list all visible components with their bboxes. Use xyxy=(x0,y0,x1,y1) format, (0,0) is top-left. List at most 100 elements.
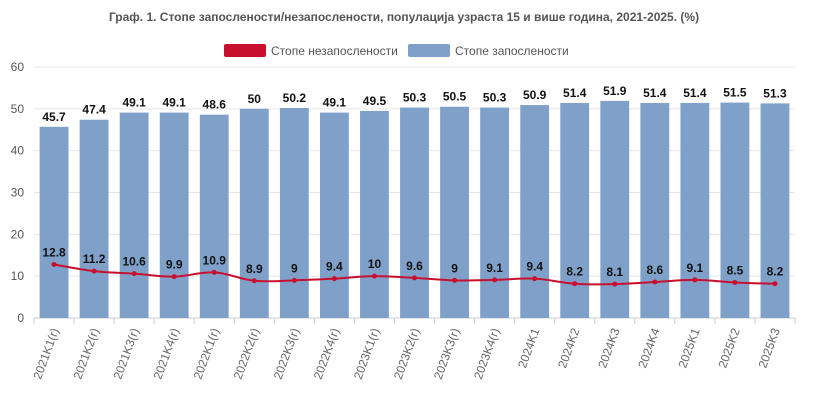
employment-bar[interactable] xyxy=(239,108,269,318)
unemployment-point-label: 10 xyxy=(368,257,382,271)
employment-bar[interactable] xyxy=(400,107,429,318)
employment-bar-label: 49.1 xyxy=(163,96,187,110)
unemployment-point[interactable] xyxy=(772,281,778,287)
employment-bar-label: 50.3 xyxy=(483,91,507,105)
y-tick-label: 60 xyxy=(11,60,25,74)
y-tick-label: 40 xyxy=(11,144,25,158)
employment-bar[interactable] xyxy=(79,119,109,319)
unemployment-point-label: 9 xyxy=(451,261,458,275)
employment-bar[interactable] xyxy=(520,105,550,319)
unemployment-point[interactable] xyxy=(211,269,217,275)
y-tick-label: 30 xyxy=(11,186,25,200)
legend-swatch-employment[interactable] xyxy=(408,44,450,57)
unemployment-point-label: 9.1 xyxy=(687,261,704,275)
y-axis: 0 10 20 30 40 50 60 xyxy=(11,60,25,325)
unemployment-point-label: 10.9 xyxy=(203,253,227,267)
legend: Стопе незапослености Стопе запослености xyxy=(224,44,569,58)
x-tick-label: 2021K3(r) xyxy=(111,326,142,381)
y-tick-label: 20 xyxy=(11,227,25,241)
unemployment-point-label: 10.6 xyxy=(122,255,146,269)
employment-bar[interactable] xyxy=(360,110,389,318)
x-tick-label: 2025K2 xyxy=(715,326,742,370)
x-tick-label: 2022K2(r) xyxy=(231,326,262,381)
x-tick-label: 2023K2(r) xyxy=(391,326,422,381)
unemployment-point[interactable] xyxy=(492,277,498,283)
employment-bar-label: 51.9 xyxy=(603,84,627,98)
unemployment-point[interactable] xyxy=(612,281,618,287)
unemployment-point[interactable] xyxy=(572,281,578,287)
legend-label-employment[interactable]: Стопе запослености xyxy=(455,44,569,58)
x-axis: 2021K1(r) 2021K2(r) 2021K3(r) 2021K4(r) 2022… xyxy=(30,326,782,381)
y-tick-label: 50 xyxy=(11,102,25,116)
employment-bar[interactable] xyxy=(319,112,349,319)
unemployment-point-label: 11.2 xyxy=(83,252,106,266)
employment-bar-labels: 45.7 47.4 49.1 49.1 48.6 50 50.2 49.1 49.5 50.3 50… xyxy=(42,84,787,124)
unemployment-point[interactable] xyxy=(171,274,177,280)
employment-bar-label: 51.5 xyxy=(723,86,747,100)
employment-bar-label: 47.4 xyxy=(82,103,106,117)
employment-bar[interactable] xyxy=(119,112,149,319)
x-tick-label: 2024K1 xyxy=(515,326,542,370)
x-tick-label: 2021K2(r) xyxy=(70,326,101,381)
chart-title: Граф. 1. Стопе запослености/незапосленос… xyxy=(109,10,699,24)
employment-bars xyxy=(39,100,790,319)
x-tick-label: 2025K1 xyxy=(675,326,702,370)
employment-bar-label: 50.5 xyxy=(443,90,467,104)
legend-label-unemployment[interactable]: Стопе незапослености xyxy=(271,44,398,58)
unemployment-point[interactable] xyxy=(532,276,538,282)
unemployment-point[interactable] xyxy=(692,277,698,283)
unemployment-point-label: 8.1 xyxy=(606,265,623,279)
unemployment-point[interactable] xyxy=(412,275,417,281)
employment-bar[interactable] xyxy=(720,102,750,318)
employment-bar[interactable] xyxy=(680,102,710,318)
employment-bar-label: 50.9 xyxy=(523,88,547,102)
unemployment-point[interactable] xyxy=(652,279,658,285)
employment-bar[interactable] xyxy=(440,106,469,318)
unemployment-point[interactable] xyxy=(371,273,377,279)
unemployment-point[interactable] xyxy=(291,277,297,283)
unemployment-point-label: 9.1 xyxy=(486,261,503,275)
employment-bar-label: 51.4 xyxy=(683,86,707,100)
legend-swatch-unemployment[interactable] xyxy=(224,44,266,57)
employment-bar[interactable] xyxy=(159,112,189,319)
employment-bar-label: 51.4 xyxy=(563,86,587,100)
employment-bar[interactable] xyxy=(199,114,229,318)
unemployment-point-label: 8.5 xyxy=(727,263,744,277)
employment-bar-label: 50.3 xyxy=(403,91,427,105)
y-tick-label: 10 xyxy=(11,269,25,283)
unemployment-point-label: 9.4 xyxy=(326,260,343,274)
x-tick-label: 2023K3(r) xyxy=(431,326,462,381)
unemployment-point-label: 9.9 xyxy=(166,258,183,272)
unemployment-point-label: 8.2 xyxy=(566,265,583,279)
x-tick-label: 2022K1(r) xyxy=(191,326,222,381)
unemployment-point-label: 12.8 xyxy=(42,245,66,259)
employment-bar[interactable] xyxy=(480,107,510,318)
unemployment-point[interactable] xyxy=(452,277,458,283)
y-tick-label: 0 xyxy=(17,311,24,325)
unemployment-point[interactable] xyxy=(51,261,57,267)
unemployment-point-label: 9.4 xyxy=(526,260,543,274)
x-tick-label: 2023K1(r) xyxy=(351,326,382,381)
unemployment-point[interactable] xyxy=(251,278,257,284)
employment-bar[interactable] xyxy=(39,126,69,319)
unemployment-point-label: 9.6 xyxy=(406,259,423,273)
x-tick-label: 2021K1(r) xyxy=(30,326,61,381)
unemployment-line-labels: 12.8 11.2 10.6 9.9 10.9 8.9 9 9.4 10 9.6 9 9.1 9.4 8.… xyxy=(42,245,783,279)
employment-bar-label: 45.7 xyxy=(42,110,66,124)
employment-bar-label: 49.1 xyxy=(323,96,347,110)
unemployment-point[interactable] xyxy=(331,276,337,282)
x-tick-label: 2022K3(r) xyxy=(271,326,302,381)
employment-bar-label: 51.4 xyxy=(643,86,667,100)
unemployment-line xyxy=(51,261,778,287)
employment-bar[interactable] xyxy=(640,102,670,318)
x-tick-label: 2025K3 xyxy=(755,326,782,370)
employment-bar-label: 49.1 xyxy=(122,96,146,110)
x-tick-label: 2021K4(r) xyxy=(151,326,182,381)
unemployment-point[interactable] xyxy=(91,268,97,274)
unemployment-point[interactable] xyxy=(131,271,137,277)
x-tick-label: 2024K4 xyxy=(635,326,662,370)
employment-bar[interactable] xyxy=(279,107,309,318)
employment-bar-label: 49.5 xyxy=(363,94,387,108)
unemployment-point[interactable] xyxy=(732,279,738,285)
